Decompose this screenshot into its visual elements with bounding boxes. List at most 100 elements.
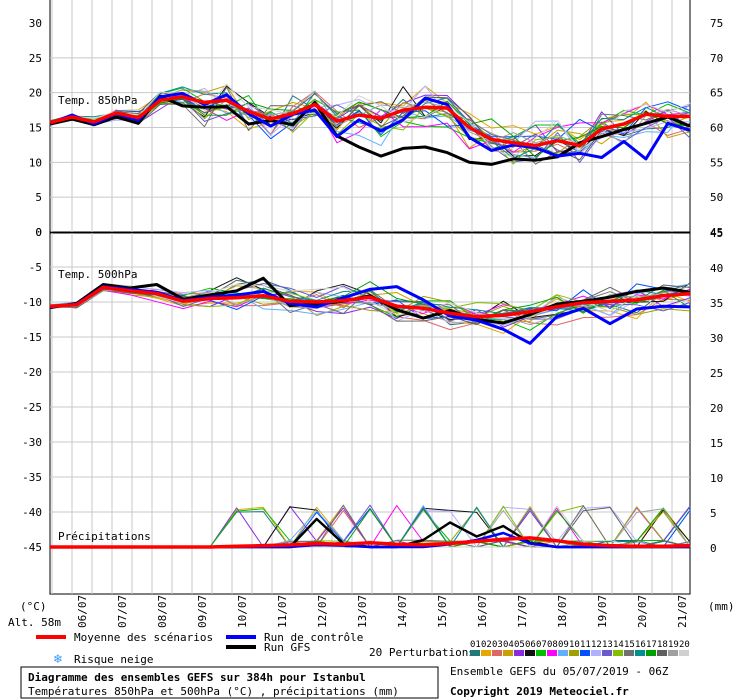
t500-label: Temp. 500hPa [58,268,137,281]
altitude-label: Alt. 58m [8,616,61,629]
perturbation-swatch [514,650,524,656]
perturbation-number: 01 [470,640,481,650]
x-tick-label: 21/07 [676,595,689,628]
right-tick: 40 [710,262,723,275]
x-tick-label: 12/07 [316,595,329,628]
footer-box [20,666,439,699]
perturbation-number: 13 [602,640,613,650]
perturbation-number: 15 [624,640,635,650]
perturbation-swatch [668,650,678,656]
perturbation-number: 19 [668,640,679,650]
legend-control-label: Run de contrôle [264,631,363,644]
t850-label: Temp. 850hPa [58,94,137,107]
t850-left-tick: 0 [35,226,42,239]
left-axis-unit: (°C) [20,600,47,613]
perturbation-number: 02 [481,640,492,650]
copyright: Copyright 2019 Meteociel.fr [450,685,629,698]
t500-left-tick: -30 [22,436,42,449]
perturbation-number: 20 [679,640,690,650]
right-tick: 15 [710,437,723,450]
t850-left-tick: 25 [29,52,42,65]
perturbation-swatch [558,650,568,656]
perturbation-swatch [525,650,535,656]
perturbation-t500-line [49,288,691,316]
t850-series-line [49,95,690,148]
perturbation-number: 08 [547,640,558,650]
x-tick-label: 13/07 [356,595,369,628]
legend-mean-label: Moyenne des scénarios [74,631,213,644]
perturbation-swatch [536,650,546,656]
right-axis-unit: (mm) [708,600,735,613]
perturbation-swatch [657,650,667,656]
t850-right-tick: 50 [710,191,723,204]
perturbation-swatch [635,650,645,656]
x-tick-label: 16/07 [476,595,489,628]
t850-right-tick: 60 [710,122,723,135]
right-tick: 45 [710,227,723,240]
x-tick-label: 15/07 [436,595,449,628]
t850-right-tick: 55 [710,156,723,169]
t500-left-tick: -20 [22,366,42,379]
perturbation-swatch [580,650,590,656]
t850-right-tick: 75 [710,17,723,30]
perturbation-number: 14 [613,640,624,650]
x-tick-label: 06/07 [76,595,89,628]
perturbation-swatch [470,650,480,656]
precip-series-line [50,536,691,549]
right-tick: 35 [710,297,723,310]
t500-left-tick: -10 [22,296,42,309]
legend-snow-label: Risque neige [74,653,153,666]
perturbation-number: 06 [525,640,536,650]
perturbation-swatch [591,650,601,656]
perturbation-number: 04 [503,640,514,650]
right-tick: 30 [710,332,723,345]
t850-left-tick: 20 [29,87,42,100]
t850-right-tick: 70 [710,52,723,65]
right-tick: 0 [710,542,717,555]
x-tick-label: 07/07 [116,595,129,628]
perturbation-number: 07 [536,640,547,650]
perturbation-swatch [492,650,502,656]
perturbation-swatch [569,650,579,656]
x-tick-label: 08/07 [156,595,169,628]
run-info: Ensemble GEFS du 05/07/2019 - 06Z [450,665,669,678]
perturbation-number: 10 [569,640,580,650]
perturbation-number: 09 [558,640,569,650]
t500-left-tick: -45 [22,541,42,554]
t500-left-tick: -35 [22,471,42,484]
perturbations-label: 20 Perturbations [369,646,475,659]
x-tick-label: 17/07 [516,595,529,628]
zero-left-tick: 0 [35,226,42,239]
perturbation-swatch [679,650,689,656]
t500-left-tick: -40 [22,506,42,519]
perturbation-number: 05 [514,640,525,650]
perturbation-t850-line [49,83,691,159]
t500-left-tick: -25 [22,401,42,414]
t850-right-tick: 65 [710,87,723,100]
t850-left-tick: 15 [29,122,42,135]
x-tick-label: 20/07 [636,595,649,628]
t500-left-tick: -15 [22,331,42,344]
perturbation-swatch [503,650,513,656]
footer-subtitle: Températures 850hPa et 500hPa (°C) , pré… [28,685,399,698]
x-tick-label: 18/07 [556,595,569,628]
perturbation-swatch [602,650,612,656]
perturbation-number: 16 [635,640,646,650]
x-tick-label: 19/07 [596,595,609,628]
t850-left-tick: 5 [35,191,42,204]
right-tick: 20 [710,402,723,415]
t850-left-tick: 10 [29,156,42,169]
right-tick: 10 [710,472,723,485]
x-tick-label: 14/07 [396,595,409,628]
legend-gfs-label: Run GFS [264,641,310,654]
right-tick: 5 [710,507,717,520]
perturbation-swatch [613,650,623,656]
perturbation-number: 03 [492,640,503,650]
axis-ticks: 30252015105075706560555045-5-10-15-20-25… [22,17,723,628]
perturbation-number: 17 [646,640,657,650]
perturbation-legend: 01 02 03 04 05 06 07 08 09 10 11 12 13 14 15 16 17 18 19 20 [470,640,690,656]
t500-series-line [49,285,691,319]
t850-right-tick: 45 [710,226,723,239]
perturbation-swatch [481,650,491,656]
